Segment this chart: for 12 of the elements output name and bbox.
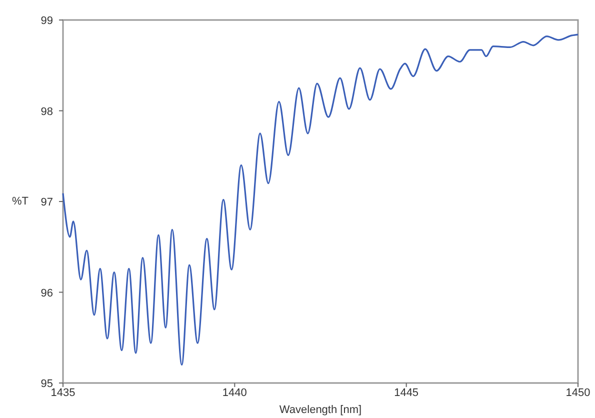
- y-tick-label: 96: [40, 287, 53, 300]
- y-axis-title: %T: [12, 196, 29, 208]
- x-tick-label: 1440: [222, 387, 247, 399]
- y-tick-label: 95: [40, 378, 53, 390]
- x-tick-label: 1450: [566, 387, 590, 399]
- x-axis-title: Wavelength [nm]: [279, 404, 362, 416]
- y-tick-label: 99: [40, 15, 53, 27]
- x-tick-label: 1435: [50, 387, 76, 399]
- y-tick-label: 98: [40, 106, 53, 118]
- y-tick-label: 97: [40, 196, 53, 208]
- x-tick-label: 1445: [394, 387, 419, 399]
- line-series: [62, 34, 579, 366]
